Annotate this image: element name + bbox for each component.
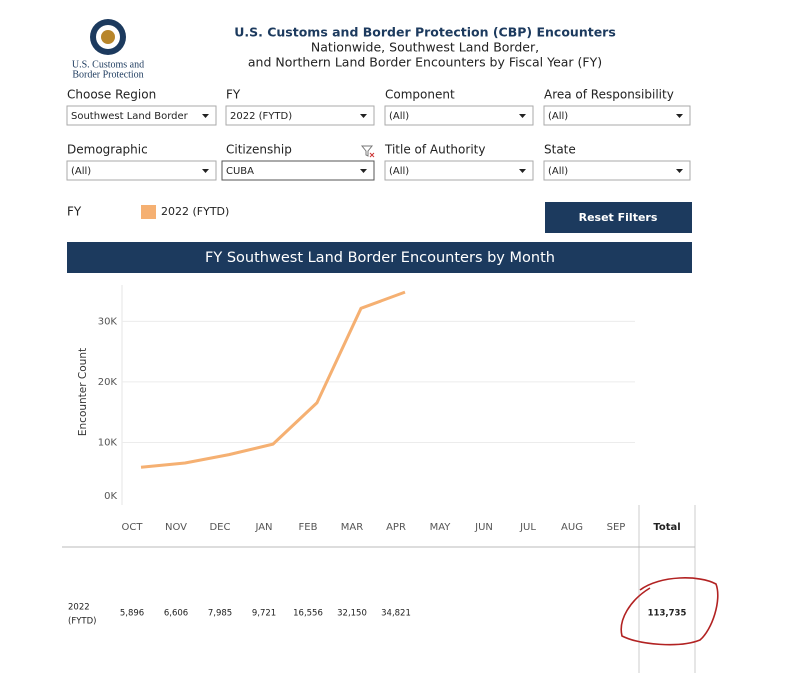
table-value: 32,150 <box>337 609 367 619</box>
dropdown[interactable] <box>221 160 375 181</box>
filter-label: State <box>544 143 576 157</box>
logo <box>101 30 115 44</box>
row-label: (FYTD) <box>68 617 96 627</box>
dropdown-arrow <box>202 114 209 118</box>
dropdown-value[interactable]: (All) <box>389 111 409 122</box>
filter-label: Citizenship <box>226 143 292 157</box>
x-tick-label: AUG <box>561 522 583 533</box>
filter-label: Demographic <box>67 143 148 157</box>
row-label: 2022 <box>68 603 90 613</box>
x-tick-label: SEP <box>607 522 626 533</box>
dropdown-arrow <box>519 114 526 118</box>
x-tick-label: JAN <box>254 522 272 533</box>
chart-title: FY Southwest Land Border Encounters by M… <box>205 250 555 266</box>
total-value: 113,735 <box>648 609 687 619</box>
filter-icon <box>369 152 375 158</box>
agency-name: Border Protection <box>72 69 143 80</box>
dropdown[interactable] <box>384 160 534 181</box>
reset-button[interactable] <box>545 202 692 233</box>
y-axis-label: Encounter Count <box>77 348 89 436</box>
legend-swatch <box>141 205 156 219</box>
table-value: 7,985 <box>208 609 232 619</box>
dropdown-arrow <box>676 169 683 173</box>
data-line <box>140 290 406 469</box>
total-header: Total <box>653 522 680 533</box>
x-tick-label: JUL <box>519 522 536 533</box>
filter-label: Choose Region <box>67 88 156 102</box>
filter-label: Title of Authority <box>384 143 485 157</box>
dropdown[interactable] <box>225 105 375 126</box>
dropdown[interactable] <box>384 105 534 126</box>
table-value: 5,896 <box>120 609 144 619</box>
dropdown-arrow <box>519 169 526 173</box>
x-tick-label: NOV <box>165 522 187 533</box>
annotation-circle <box>620 577 719 646</box>
dropdown-value[interactable]: CUBA <box>226 166 254 177</box>
page-subtitle: Nationwide, Southwest Land Border, <box>311 40 539 55</box>
dropdown-arrow <box>360 169 367 173</box>
page-title: U.S. Customs and Border Protection (CBP)… <box>234 25 616 40</box>
dropdown[interactable] <box>66 105 217 126</box>
reset-button-label[interactable]: Reset Filters <box>579 211 658 224</box>
y-tick-label: 0K <box>104 491 117 502</box>
x-tick-label: APR <box>386 522 406 533</box>
agency-name: U.S. Customs and <box>72 59 144 70</box>
dropdown-value[interactable]: 2022 (FYTD) <box>230 111 292 122</box>
legend-label: 2022 (FYTD) <box>161 205 229 218</box>
filter-label: Area of Responsibility <box>544 88 674 102</box>
filter-icon <box>360 145 374 157</box>
x-tick-label: JUN <box>474 522 493 533</box>
chart-title-bar <box>67 242 692 273</box>
x-tick-label: FEB <box>299 522 318 533</box>
dropdown[interactable] <box>543 160 691 181</box>
table-value: 6,606 <box>164 609 188 619</box>
x-tick-label: MAR <box>341 522 363 533</box>
y-tick-label: 30K <box>98 316 118 327</box>
filter-label: Component <box>385 88 455 102</box>
dropdown-value[interactable]: (All) <box>389 166 409 177</box>
dropdown-arrow <box>676 114 683 118</box>
table-value: 16,556 <box>293 609 323 619</box>
filter-label: FY <box>226 88 241 102</box>
legend-title: FY <box>67 205 82 219</box>
dropdown-arrow <box>202 169 209 173</box>
dropdown-value[interactable]: (All) <box>548 166 568 177</box>
x-tick-label: DEC <box>209 522 230 533</box>
x-tick-label: MAY <box>430 522 452 533</box>
filters: Choose Region Southwest Land Border FY 2022… <box>66 88 691 181</box>
y-tick-label: 10K <box>98 437 118 448</box>
dropdown[interactable] <box>543 105 691 126</box>
page-subtitle: and Northern Land Border Encounters by F… <box>248 55 602 70</box>
x-tick-label: OCT <box>122 522 144 533</box>
dropdown-value[interactable]: (All) <box>71 166 91 177</box>
y-tick-label: 20K <box>98 377 118 388</box>
table-value: 34,821 <box>381 609 411 619</box>
dropdown-value[interactable]: Southwest Land Border <box>71 111 189 122</box>
dropdown-value[interactable]: (All) <box>548 111 568 122</box>
dropdown[interactable] <box>66 160 217 181</box>
dropdown-arrow <box>360 114 367 118</box>
table-value: 9,721 <box>252 609 276 619</box>
